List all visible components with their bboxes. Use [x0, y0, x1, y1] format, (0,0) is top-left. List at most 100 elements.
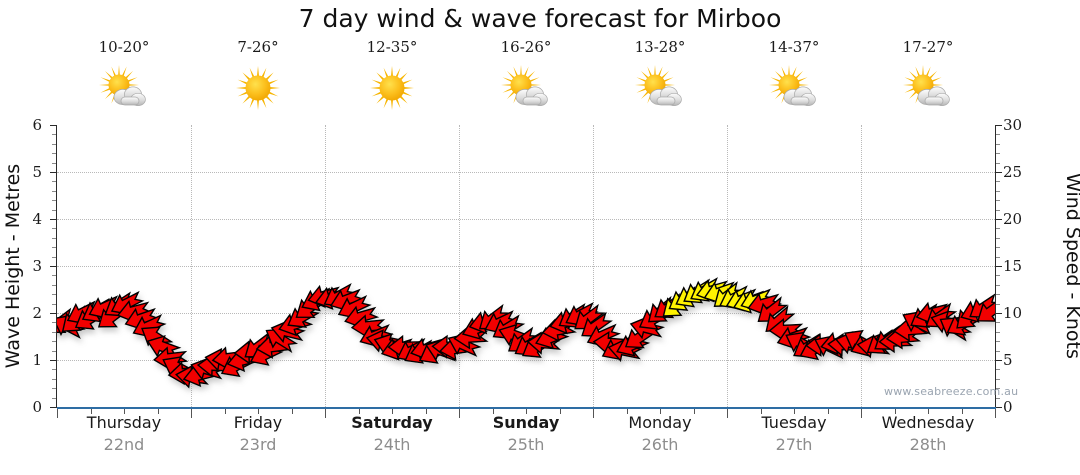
- left-tick-0: [50, 407, 56, 408]
- partly-cloudy-icon: [903, 65, 950, 107]
- left-axis-line: [56, 125, 57, 408]
- x-tick: [894, 409, 896, 414]
- wind-arrow: [977, 296, 995, 322]
- x-label-friday: Friday 23rd: [191, 412, 325, 456]
- left-minor-tick: [52, 237, 56, 239]
- day-temperature-range: 12-35°: [366, 38, 418, 56]
- right-minor-tick: [996, 153, 1000, 155]
- left-minor-tick: [52, 341, 56, 343]
- day-temperature-range: 17-27°: [902, 38, 954, 56]
- left-minor-tick: [52, 388, 56, 390]
- right-minor-tick: [996, 388, 1000, 390]
- x-tick: [392, 409, 393, 414]
- left-minor-tick: [52, 162, 56, 164]
- x-tick: [459, 409, 460, 418]
- right-minor-tick: [996, 341, 1000, 343]
- right-minor-tick: [996, 331, 1000, 333]
- bottom-axis-line: [57, 407, 996, 409]
- right-tick-0: [996, 407, 1002, 408]
- day-name: Monday: [628, 413, 692, 432]
- right-minor-tick: [996, 322, 1000, 324]
- right-tick-label-0: 0: [1003, 398, 1013, 416]
- right-minor-tick: [996, 275, 1000, 277]
- right-minor-tick: [996, 256, 1000, 258]
- day-header-strip: 10-20° 7-26°: [57, 38, 995, 124]
- left-tick-5: [50, 172, 56, 173]
- x-tick: [325, 409, 326, 418]
- left-tick-6: [50, 125, 56, 126]
- day-name: Wednesday: [881, 413, 975, 432]
- gridline-h-3: [57, 266, 995, 267]
- x-label-thursday: Thursday 22nd: [57, 412, 191, 456]
- left-tick-3: [50, 266, 56, 267]
- right-tick-25: [996, 172, 1002, 173]
- right-minor-tick: [996, 369, 1000, 371]
- right-minor-tick: [996, 303, 1000, 305]
- gridline-v-day-1: [191, 125, 192, 407]
- partly-cloudy-icon: [898, 58, 958, 118]
- right-axis-title: Wind Speed - Knots: [1062, 173, 1080, 359]
- day-temperature-range: 13-28°: [634, 38, 686, 56]
- x-tick: [492, 409, 494, 414]
- partly-cloudy-icon: [501, 65, 548, 107]
- right-minor-tick: [996, 237, 1000, 239]
- left-minor-tick: [52, 181, 56, 183]
- x-tick: [224, 409, 226, 414]
- day-header-friday: 7-26°: [191, 38, 325, 124]
- day-header-sunday: 16-26°: [459, 38, 593, 124]
- x-tick: [861, 409, 862, 418]
- left-tick-2: [50, 313, 56, 314]
- day-date: 27th: [775, 435, 813, 454]
- left-tick-label-4: 4: [32, 210, 42, 228]
- left-tick-label-6: 6: [32, 116, 42, 134]
- day-header-tuesday: 14-37°: [727, 38, 861, 124]
- gridline-h-1: [57, 360, 995, 361]
- gridline-v-day-4: [593, 125, 594, 407]
- day-header-saturday: 12-35°: [325, 38, 459, 124]
- day-temperature-range: 14-37°: [768, 38, 820, 56]
- gridline-v-day-5: [727, 125, 728, 407]
- right-minor-tick: [996, 181, 1000, 183]
- left-minor-tick: [52, 247, 56, 249]
- left-tick-label-2: 2: [32, 304, 42, 322]
- wind-arrow: [146, 334, 182, 358]
- x-tick: [727, 409, 728, 418]
- right-tick-30: [996, 125, 1002, 126]
- left-minor-tick: [52, 397, 56, 399]
- x-tick: [90, 409, 92, 414]
- sunny-icon: [362, 58, 422, 118]
- right-minor-tick: [996, 134, 1000, 136]
- left-minor-tick: [52, 200, 56, 202]
- day-name: Sunday: [492, 413, 560, 432]
- x-axis-day-labels: Thursday 22nd Friday 23rd Saturday 24th Sun…: [57, 412, 995, 472]
- day-name: Friday: [233, 413, 283, 432]
- x-label-monday: Monday 26th: [593, 412, 727, 456]
- right-minor-tick: [996, 190, 1000, 192]
- x-tick: [794, 409, 795, 414]
- x-tick: [928, 409, 929, 414]
- day-date: 25th: [507, 435, 545, 454]
- x-label-saturday: Saturday 24th: [325, 412, 459, 456]
- left-tick-label-1: 1: [32, 351, 42, 369]
- left-minor-tick: [52, 322, 56, 324]
- x-tick: [995, 409, 996, 418]
- left-minor-tick: [52, 153, 56, 155]
- watermark: www.seabreeze.com.au: [884, 385, 1019, 398]
- right-tick-label-10: 10: [1003, 304, 1023, 322]
- page-title: 7 day wind & wave forecast for Mirboo: [298, 4, 782, 33]
- right-minor-tick: [996, 162, 1000, 164]
- right-tick-label-5: 5: [1003, 351, 1013, 369]
- partly-cloudy-icon: [630, 58, 690, 118]
- partly-cloudy-icon: [769, 65, 816, 107]
- right-tick-20: [996, 219, 1002, 220]
- left-minor-tick: [52, 209, 56, 211]
- day-name: Tuesday: [761, 413, 827, 432]
- right-tick-label-25: 25: [1003, 163, 1023, 181]
- sunny-icon: [236, 66, 280, 110]
- right-minor-tick: [996, 247, 1000, 249]
- left-tick-label-3: 3: [32, 257, 42, 275]
- day-date: 23rd: [239, 435, 277, 454]
- partly-cloudy-icon: [635, 65, 682, 107]
- right-axis-line: [995, 125, 996, 408]
